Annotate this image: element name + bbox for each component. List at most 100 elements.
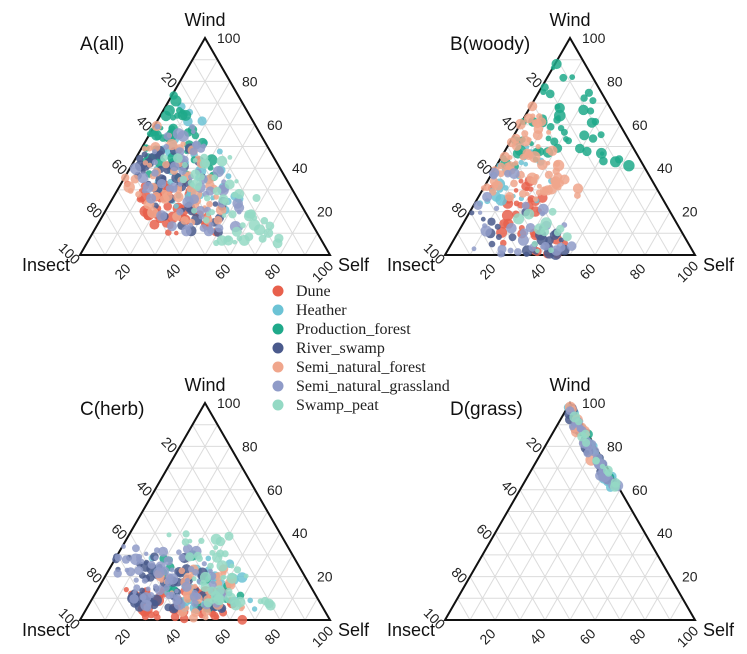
data-point [598, 472, 606, 481]
data-point [540, 243, 546, 250]
data-point [503, 162, 511, 170]
grid-line [92, 598, 106, 621]
data-point [610, 478, 621, 488]
data-point [513, 200, 520, 207]
data-point [157, 178, 167, 189]
data-point [517, 234, 529, 246]
grid-line [457, 233, 471, 256]
data-point [181, 581, 192, 592]
insect-tick-label: 20 [523, 434, 545, 456]
data-point [207, 586, 217, 596]
data-point [187, 538, 193, 544]
data-point [192, 569, 200, 576]
data-point [507, 247, 514, 254]
data-point [123, 181, 135, 193]
insect-tick-label: 40 [498, 112, 520, 134]
grid-line [482, 554, 521, 621]
data-point [535, 144, 541, 150]
legend-swatch [272, 380, 284, 392]
wind-tick-label: 100 [582, 395, 606, 411]
data-point [190, 129, 196, 135]
data-point [203, 216, 210, 224]
vertex-label-wind: Wind [549, 10, 590, 30]
data-point [180, 216, 189, 225]
insect-tick-label: 40 [498, 477, 520, 499]
data-point [208, 222, 214, 228]
data-point [181, 155, 189, 164]
data-point [144, 551, 149, 556]
data-point [515, 118, 526, 130]
data-point [234, 202, 245, 213]
data-point [556, 115, 561, 120]
legend-swatch [272, 323, 284, 335]
data-point [548, 247, 554, 254]
data-point [133, 577, 139, 583]
legend-swatch [272, 361, 284, 373]
data-point [494, 223, 501, 230]
ternary-panel: 202020404040606060808080100100100WindIns… [387, 10, 735, 285]
data-point [177, 130, 189, 142]
insect-tick-label: 80 [83, 564, 105, 586]
grid-line [644, 211, 671, 256]
data-point [224, 179, 235, 190]
vertex-label-insect: Insect [22, 255, 70, 275]
data-point [208, 568, 213, 574]
panels-layer: 202020404040606060808080100100100WindIns… [22, 10, 735, 650]
data-point [248, 219, 261, 231]
insect-tick-label: 20 [158, 69, 180, 91]
data-point [521, 201, 530, 210]
data-point [556, 242, 566, 252]
data-point [169, 161, 180, 172]
ternary-panel: 202020404040606060808080100100100WindIns… [22, 375, 370, 650]
data-point [176, 549, 182, 555]
insect-tick-label: 40 [133, 477, 155, 499]
data-point [248, 210, 256, 218]
data-point [539, 210, 546, 217]
data-point [167, 573, 179, 585]
wind-tick-label: 80 [607, 73, 623, 89]
data-point [142, 160, 149, 166]
data-point [212, 166, 224, 178]
data-point [141, 151, 148, 158]
data-point [162, 160, 170, 169]
data-point [201, 143, 207, 149]
ternary-frame [78, 35, 332, 256]
self-tick-label: 80 [626, 625, 648, 647]
data-point [495, 234, 502, 240]
data-point [216, 155, 228, 167]
data-point [469, 210, 475, 216]
data-point [582, 438, 591, 447]
data-point [154, 123, 161, 130]
data-point [477, 210, 483, 215]
grid-line [557, 424, 671, 621]
grid-line [304, 233, 318, 256]
grid-line [507, 511, 571, 621]
data-point [163, 166, 171, 174]
self-tick-label: 100 [674, 622, 702, 650]
data-point [527, 197, 533, 203]
legend-label: Dune [296, 283, 331, 300]
data-point [176, 107, 183, 114]
data-point [143, 603, 152, 612]
data-point [141, 146, 148, 152]
data-point [149, 219, 160, 230]
legend-label: Semi_natural_grassland [296, 378, 450, 395]
data-point [195, 185, 201, 192]
self-tick-label: 20 [111, 625, 133, 647]
data-point [173, 153, 183, 164]
data-point [252, 194, 261, 202]
vertex-label-wind: Wind [549, 375, 590, 395]
self-tick-label: 80 [261, 260, 283, 282]
data-point [540, 217, 552, 229]
data-point [504, 192, 515, 202]
data-point [147, 162, 153, 168]
data-point [146, 193, 157, 204]
data-point [488, 240, 496, 248]
grid-line [92, 233, 106, 256]
data-point [572, 183, 584, 194]
wind-tick-label: 20 [317, 569, 333, 585]
data-point [216, 560, 228, 572]
grid-line [192, 59, 306, 256]
